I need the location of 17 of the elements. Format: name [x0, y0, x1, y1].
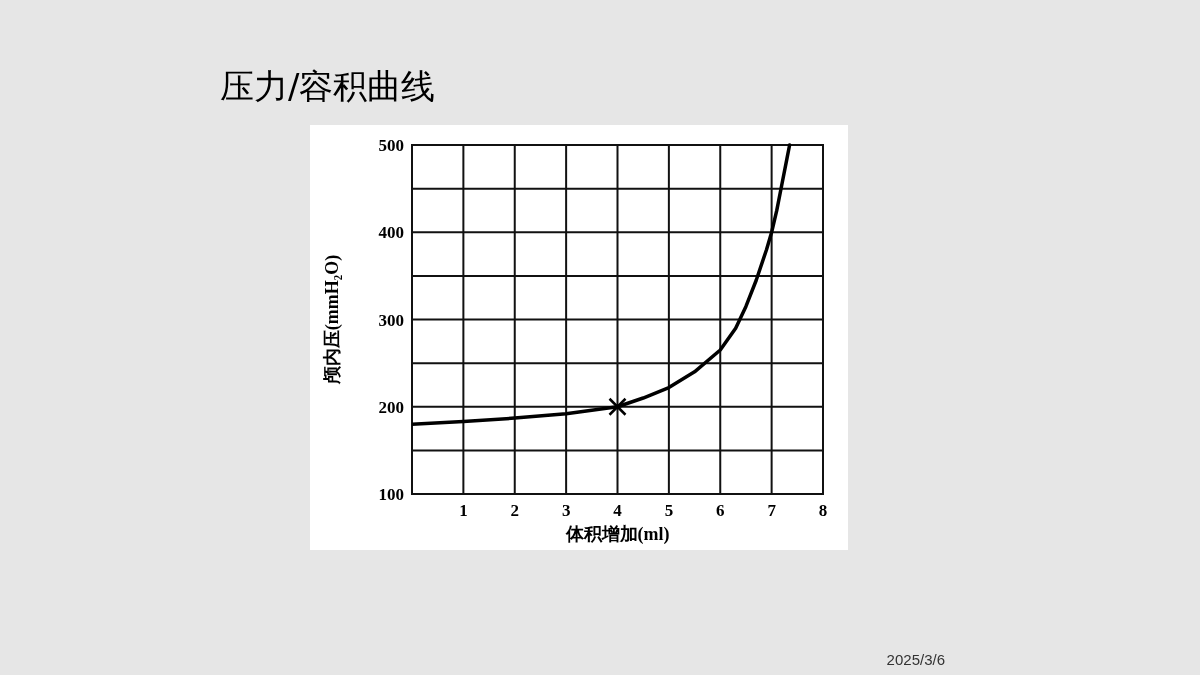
x-tick-label: 8 [818, 501, 828, 520]
x-axis-title: 体积增加(ml) [564, 524, 670, 545]
chart-title: 压力/容积曲线 [220, 66, 436, 106]
y-axis-title: 颅内压(mmH₂O) [322, 254, 343, 386]
x-tick-label: 5 [664, 501, 674, 520]
x-tick-label: 4 [613, 501, 623, 520]
x-tick-label: 7 [767, 501, 777, 520]
y-tick-label: 300 [378, 310, 404, 330]
x-tick-label: 6 [716, 501, 725, 520]
y-tick-label: 400 [378, 223, 404, 243]
text: 2025/3/6 [886, 651, 945, 668]
y-tick-label: 500 [378, 136, 404, 155]
x-tick-label: 3 [561, 501, 571, 520]
x-tick-label: 2 [510, 501, 519, 520]
y-tick-label: 200 [378, 397, 404, 417]
x-tick-label: 1 [459, 501, 468, 520]
y-tick-label: 100 [378, 485, 404, 504]
